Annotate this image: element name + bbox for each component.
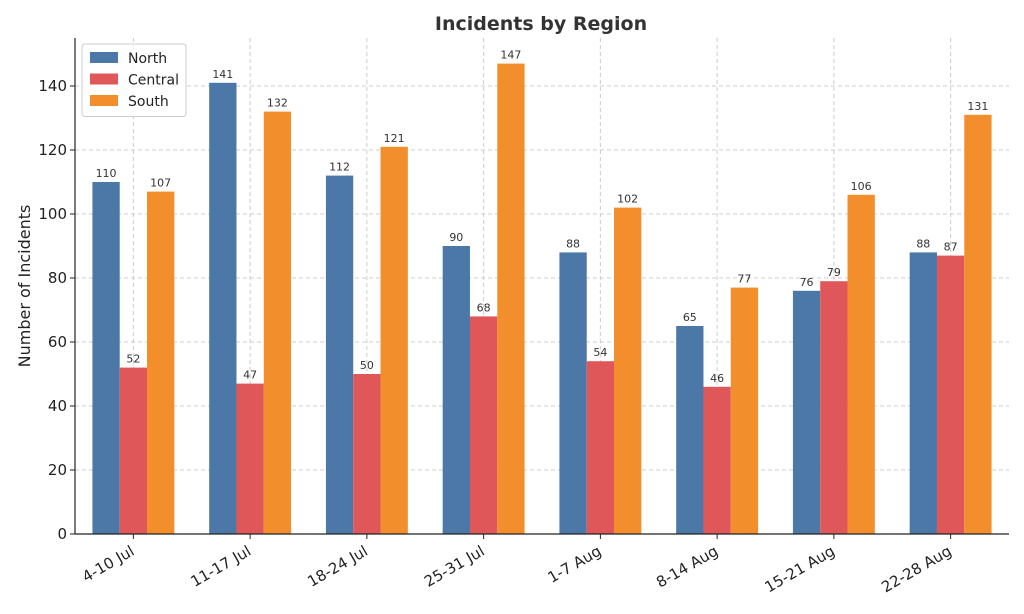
data-label: 88 — [566, 237, 580, 250]
x-tick-label: 15-21 Aug — [762, 542, 838, 596]
data-label: 68 — [477, 301, 491, 314]
data-label: 106 — [851, 180, 872, 193]
bar-central — [469, 316, 498, 534]
data-label: 76 — [800, 276, 814, 289]
bar-north — [209, 82, 237, 535]
data-label: 77 — [737, 273, 751, 286]
bar-central — [119, 367, 148, 534]
bar-central — [703, 386, 731, 534]
data-label: 112 — [329, 161, 350, 174]
y-tick-label: 120 — [38, 141, 67, 159]
chart-title: Incidents by Region — [435, 13, 647, 35]
data-label: 90 — [449, 231, 463, 244]
y-tick-label: 100 — [38, 205, 67, 223]
data-label: 52 — [126, 353, 140, 366]
bar-north — [792, 290, 821, 534]
y-tick-label: 20 — [48, 461, 67, 479]
bar-north — [676, 326, 704, 534]
data-label: 65 — [683, 311, 697, 324]
bar-south — [614, 207, 642, 534]
legend-label-south: South — [128, 94, 169, 110]
legend-swatch-south — [90, 95, 118, 106]
data-label: 50 — [360, 359, 374, 372]
bar-central — [236, 383, 264, 534]
data-label: 110 — [96, 167, 117, 180]
bar-north — [909, 252, 937, 534]
bar-central — [936, 255, 965, 534]
x-tick-label: 4-10 Jul — [79, 542, 137, 586]
data-label: 46 — [710, 372, 724, 385]
bar-central — [820, 281, 848, 534]
y-tick-label: 80 — [48, 269, 67, 287]
data-label: 121 — [384, 132, 405, 145]
bars — [92, 63, 992, 535]
legend-label-central: Central — [128, 73, 179, 89]
y-tick-label: 0 — [57, 525, 67, 543]
x-tick-label: 25-31 Jul — [421, 542, 488, 591]
legend-swatch-north — [90, 52, 118, 63]
data-label: 79 — [827, 266, 841, 279]
x-tick-label: 8-14 Aug — [653, 542, 721, 592]
legend: North Central South — [81, 43, 187, 117]
data-labels: 110 52 107 141 47 132 112 50 121 90 68 147 88 54 102 65… — [96, 49, 989, 385]
data-label: 88 — [916, 237, 930, 250]
data-label: 141 — [212, 68, 233, 81]
data-label: 47 — [243, 369, 257, 382]
bar-north — [559, 252, 587, 534]
x-tick-label: 1-7 Aug — [545, 542, 605, 587]
bar-north — [442, 246, 470, 534]
bar-south — [263, 111, 292, 534]
y-tick-label: 40 — [48, 397, 67, 415]
legend-label-north: North — [128, 51, 167, 67]
data-label: 132 — [267, 97, 288, 110]
x-tick-label: 11-17 Jul — [188, 542, 255, 591]
data-label: 147 — [500, 49, 521, 62]
bar-north — [92, 182, 120, 534]
x-tick-label: 22-28 Aug — [878, 542, 954, 596]
y-tick-label: 140 — [38, 77, 67, 95]
legend-swatch-central — [90, 73, 118, 85]
y-tick-label: 60 — [48, 333, 67, 351]
data-label: 131 — [967, 100, 988, 113]
bar-central — [586, 361, 615, 534]
bar-south — [730, 287, 759, 534]
bar-south — [497, 63, 525, 534]
data-label: 102 — [617, 193, 638, 206]
bar-central — [353, 374, 381, 534]
bar-north — [325, 175, 354, 534]
data-label: 87 — [944, 241, 958, 254]
bar-south — [964, 114, 992, 535]
x-tick-label: 18-24 Jul — [304, 542, 371, 591]
data-label: 107 — [150, 177, 171, 190]
y-axis-label: Number of Incidents — [15, 205, 34, 368]
bar-south — [380, 146, 408, 535]
bar-south — [147, 191, 175, 534]
bar-south — [847, 194, 875, 535]
data-label: 54 — [593, 346, 607, 359]
